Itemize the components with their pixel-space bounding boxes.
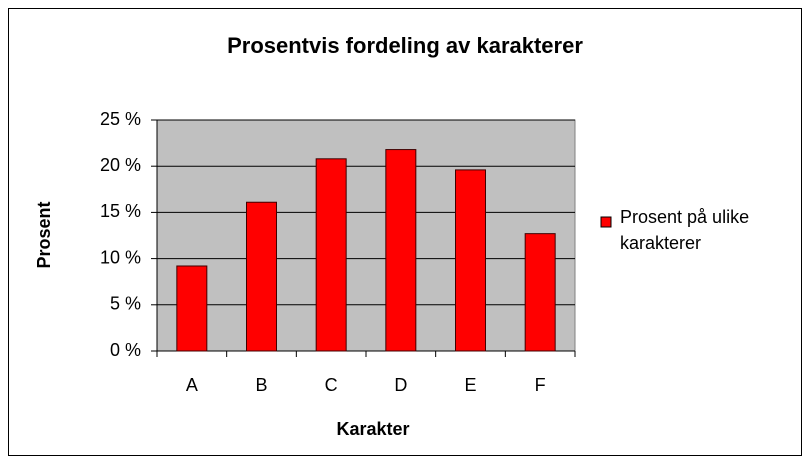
plot-area (156, 119, 576, 352)
legend-swatch (600, 216, 612, 228)
bar (455, 169, 486, 352)
x-axis-label: Karakter (336, 419, 409, 439)
bar (176, 265, 208, 352)
y-tick-label: 20 % (100, 155, 141, 175)
x-tick-label: D (394, 375, 407, 395)
y-tick-label: 15 % (100, 201, 141, 221)
chart-title: Prosentvis fordeling av karakterer (227, 33, 583, 58)
x-tick-label: C (325, 375, 338, 395)
x-tick-label: A (186, 375, 198, 395)
legend-label: Prosent på ulike karakterer (620, 207, 754, 253)
bar (315, 158, 347, 352)
bar (524, 233, 556, 352)
bar (385, 149, 417, 352)
bar (246, 201, 277, 352)
y-tick-label: 25 % (100, 109, 141, 129)
y-tick-label: 0 % (110, 340, 141, 360)
x-tick-label: B (255, 375, 267, 395)
y-axis-label: Prosent (34, 201, 54, 268)
y-tick-label: 5 % (110, 294, 141, 314)
x-tick-label: F (535, 375, 546, 395)
y-tick-label: 10 % (100, 247, 141, 267)
x-tick-label: E (464, 375, 476, 395)
